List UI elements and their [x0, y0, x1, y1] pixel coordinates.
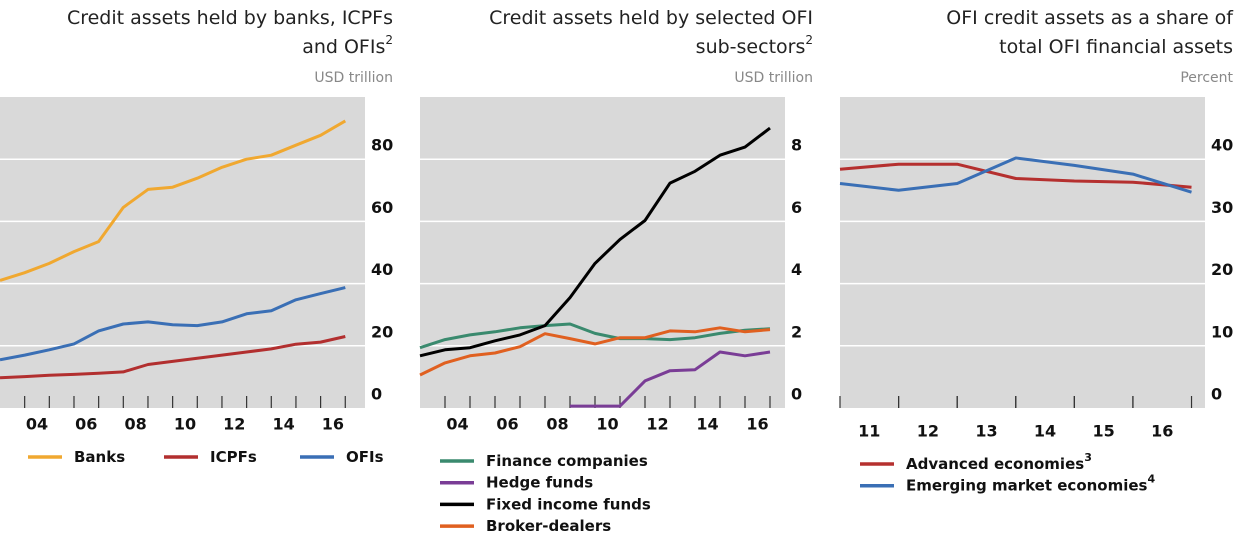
x-tick-label: 10	[596, 415, 618, 434]
chart-title: sub-sectors2	[696, 33, 813, 58]
legend-label: ICPFs	[210, 448, 257, 466]
y-tick-label: 8	[791, 136, 802, 155]
y-tick-label: 0	[371, 385, 382, 404]
legend-label: Emerging market economies4	[906, 473, 1155, 495]
legend-name: Broker-dealers	[486, 517, 611, 535]
x-tick-label: 15	[1093, 422, 1115, 441]
title-line: OFI credit assets as a share of	[946, 7, 1234, 29]
series-line	[0, 119, 347, 282]
y-tick-label: 20	[1211, 260, 1233, 279]
y-tick-label: 40	[371, 260, 393, 279]
y-tick-label: 4	[791, 260, 802, 279]
legend-label: Fixed income funds	[486, 495, 651, 513]
legend-label: OFIs	[346, 448, 384, 466]
x-tick-label: 08	[546, 415, 568, 434]
x-tick-label: 06	[496, 415, 518, 434]
legend-name: Emerging market economies	[906, 476, 1148, 494]
title-line: Credit assets held by selected OFI	[489, 7, 813, 29]
x-tick-label: 14	[1034, 422, 1056, 441]
x-tick-label: 14	[696, 415, 718, 434]
x-tick-label: 12	[646, 415, 668, 434]
legend-name: ICPFs	[210, 448, 257, 466]
legend-note: 4	[1147, 473, 1155, 486]
chart-title: Credit assets held by banks, ICPFs	[67, 7, 393, 29]
x-tick-label: 11	[858, 422, 880, 441]
y-tick-label: 60	[371, 198, 393, 217]
series-line	[839, 156, 1192, 194]
series-line	[419, 326, 771, 377]
x-tick-label: 12	[917, 422, 939, 441]
legend-name: Banks	[74, 448, 125, 466]
x-tick-label: 08	[125, 415, 147, 434]
series-line	[839, 162, 1192, 189]
series-line	[0, 286, 346, 362]
series-line	[570, 350, 771, 408]
y-tick-label: 80	[371, 136, 393, 155]
legend-name: Finance companies	[486, 452, 648, 470]
legend-label: Hedge funds	[486, 473, 593, 491]
x-tick-label: 16	[1151, 422, 1173, 441]
title-line: Credit assets held by banks, ICPFs	[67, 7, 393, 29]
title-note: 2	[805, 33, 813, 47]
y-tick-label: 2	[791, 322, 802, 341]
chart-title: and OFIs2	[302, 33, 393, 58]
y-tick-label: 6	[791, 198, 802, 217]
legend-name: Hedge funds	[486, 473, 593, 491]
x-tick-label: 16	[746, 415, 768, 434]
chart-title: OFI credit assets as a share of	[946, 7, 1234, 29]
y-tick-label: 40	[1211, 136, 1233, 155]
series-line	[419, 126, 771, 358]
legend-label: Banks	[74, 448, 125, 466]
chart-title: total OFI financial assets	[999, 36, 1233, 58]
chart-title: Credit assets held by selected OFI	[489, 7, 813, 29]
title-note: 2	[385, 33, 393, 47]
x-tick-label: 04	[26, 415, 48, 434]
legend-name: Fixed income funds	[486, 495, 651, 513]
legend-name: Advanced economies	[906, 455, 1084, 473]
x-tick-label: 14	[272, 415, 294, 434]
y-tick-label: 0	[791, 385, 802, 404]
y-tick-label: 0	[1211, 385, 1222, 404]
x-tick-label: 06	[75, 415, 97, 434]
plot-area	[840, 97, 1205, 408]
legend-name: OFIs	[346, 448, 384, 466]
series-line	[0, 335, 346, 380]
y-tick-label: 20	[371, 322, 393, 341]
legend-label: Finance companies	[486, 452, 648, 470]
legend-label: Broker-dealers	[486, 517, 611, 535]
title-line: total OFI financial assets	[999, 36, 1233, 58]
x-tick-label: 04	[446, 415, 468, 434]
x-tick-label: 16	[322, 415, 344, 434]
title-line: sub-sectors	[696, 36, 806, 58]
legend-label: Advanced economies3	[906, 451, 1092, 473]
unit-label: USD trillion	[314, 70, 393, 86]
x-tick-label: 12	[223, 415, 245, 434]
plot-area	[0, 97, 365, 408]
unit-label: Percent	[1180, 70, 1233, 86]
title-line: and OFIs	[302, 36, 385, 58]
series-line	[419, 322, 771, 350]
plot-area	[420, 97, 785, 408]
unit-label: USD trillion	[734, 70, 813, 86]
y-tick-label: 10	[1211, 322, 1233, 341]
x-tick-label: 10	[174, 415, 196, 434]
x-tick-label: 13	[975, 422, 997, 441]
y-tick-label: 30	[1211, 198, 1233, 217]
legend-note: 3	[1084, 451, 1092, 464]
